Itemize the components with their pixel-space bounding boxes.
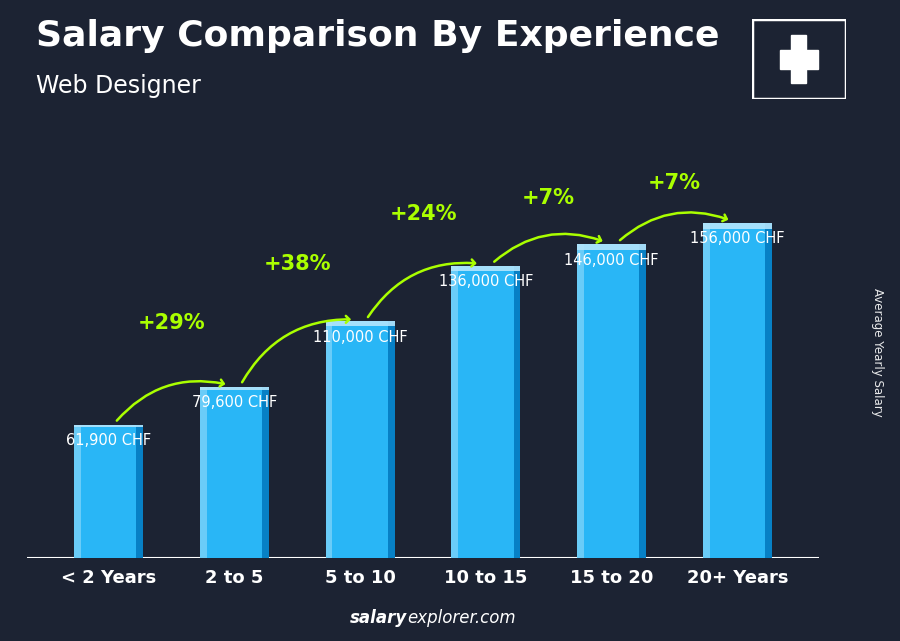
Text: Salary Comparison By Experience: Salary Comparison By Experience — [36, 19, 719, 53]
Text: 136,000 CHF: 136,000 CHF — [438, 274, 533, 289]
Bar — [451, 265, 520, 271]
Bar — [74, 425, 143, 558]
Bar — [703, 222, 772, 229]
Text: Web Designer: Web Designer — [36, 74, 201, 97]
Text: 110,000 CHF: 110,000 CHF — [313, 330, 408, 345]
Text: +7%: +7% — [648, 172, 701, 193]
Bar — [779, 50, 817, 69]
Bar — [639, 244, 646, 558]
Bar — [326, 321, 395, 558]
Text: 61,900 CHF: 61,900 CHF — [67, 433, 151, 449]
Bar — [388, 321, 395, 558]
Bar — [765, 222, 772, 558]
Bar — [137, 425, 143, 558]
Bar — [451, 265, 520, 558]
Bar — [326, 321, 395, 326]
Text: +38%: +38% — [264, 254, 331, 274]
Bar — [326, 321, 332, 558]
Bar — [514, 265, 520, 558]
Bar — [577, 244, 646, 250]
Bar — [703, 222, 772, 558]
Text: 156,000 CHF: 156,000 CHF — [690, 231, 785, 246]
Bar — [703, 222, 709, 558]
Text: 146,000 CHF: 146,000 CHF — [564, 253, 659, 268]
Text: explorer.com: explorer.com — [407, 609, 516, 627]
Text: +29%: +29% — [138, 313, 205, 333]
Bar — [200, 387, 269, 390]
Bar — [577, 244, 584, 558]
Bar — [791, 35, 806, 83]
Text: 79,600 CHF: 79,600 CHF — [192, 395, 277, 410]
Text: Average Yearly Salary: Average Yearly Salary — [871, 288, 884, 417]
Bar — [451, 265, 458, 558]
Bar — [577, 244, 646, 558]
Bar — [74, 425, 143, 427]
Text: +24%: +24% — [389, 204, 456, 224]
Bar — [74, 425, 81, 558]
Bar — [200, 387, 207, 558]
Bar — [200, 387, 269, 558]
Text: +7%: +7% — [522, 188, 575, 208]
Text: salary: salary — [349, 609, 407, 627]
Bar — [262, 387, 269, 558]
